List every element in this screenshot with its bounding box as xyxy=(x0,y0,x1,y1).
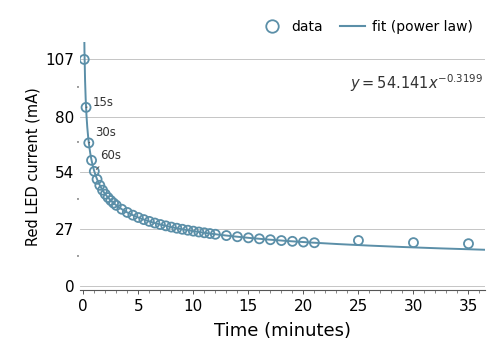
Point xyxy=(118,206,126,212)
X-axis label: Time (minutes): Time (minutes) xyxy=(214,322,351,340)
Text: •: • xyxy=(76,255,80,261)
Point xyxy=(234,234,241,240)
Text: $y = 54.141x^{-0.3199}$: $y = 54.141x^{-0.3199}$ xyxy=(350,72,483,94)
Point xyxy=(82,104,90,110)
Point xyxy=(178,227,186,232)
Point xyxy=(278,238,285,244)
Point xyxy=(107,198,115,203)
Point xyxy=(288,239,296,244)
Legend: data, fit (power law): data, fit (power law) xyxy=(254,15,478,40)
Text: 60s: 60s xyxy=(96,149,121,170)
Point xyxy=(96,183,104,188)
Point xyxy=(124,210,132,215)
Point xyxy=(190,228,198,234)
Point xyxy=(146,218,154,224)
Point xyxy=(266,237,274,242)
Point xyxy=(256,236,264,242)
Point xyxy=(162,223,170,229)
Point xyxy=(151,220,159,226)
Point xyxy=(102,192,110,197)
Point xyxy=(206,231,214,236)
Point xyxy=(88,158,96,163)
Point xyxy=(93,176,101,182)
Text: •: • xyxy=(76,140,80,146)
Point xyxy=(90,169,98,174)
Point xyxy=(112,202,120,208)
Point xyxy=(354,238,362,243)
Point xyxy=(410,240,418,245)
Point xyxy=(156,222,164,227)
Point xyxy=(85,140,93,146)
Point xyxy=(244,235,252,241)
Point xyxy=(110,200,118,206)
Point xyxy=(300,239,308,245)
Point xyxy=(140,217,148,222)
Point xyxy=(168,224,175,230)
Point xyxy=(212,232,220,237)
Point xyxy=(129,212,137,218)
Point xyxy=(464,241,472,246)
Text: •: • xyxy=(76,85,80,91)
Point xyxy=(184,227,192,233)
Text: 15s: 15s xyxy=(86,96,114,109)
Point xyxy=(310,240,318,246)
Point xyxy=(134,215,142,220)
Point xyxy=(222,233,230,238)
Point xyxy=(173,225,181,231)
Point xyxy=(98,187,106,193)
Y-axis label: Red LED current (mA): Red LED current (mA) xyxy=(25,87,40,246)
Point xyxy=(200,230,208,236)
Text: •: • xyxy=(76,197,80,203)
Point xyxy=(80,57,88,62)
Point xyxy=(195,229,203,235)
Text: 30s: 30s xyxy=(89,126,116,143)
Point xyxy=(104,195,112,200)
